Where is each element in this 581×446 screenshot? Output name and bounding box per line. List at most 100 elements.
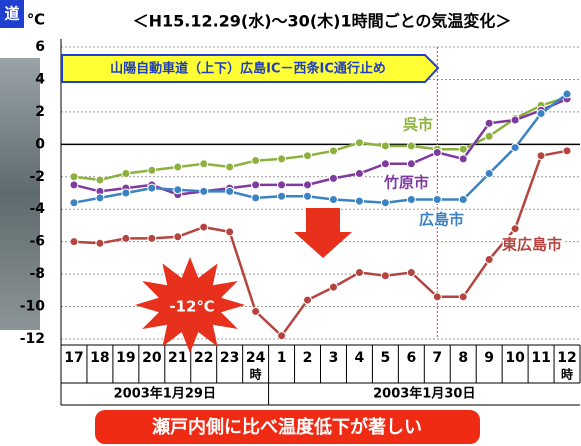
chart: 道 ℃ ＜H15.12.29(水)～30(木)1時間ごとの気温変化＞ 6 4 2 0 -… bbox=[0, 0, 581, 446]
hour-unit: 時 bbox=[250, 367, 262, 382]
point bbox=[355, 139, 363, 147]
point bbox=[70, 238, 78, 246]
y-tick-label: 0 bbox=[35, 136, 45, 152]
x-tick-label: 4 bbox=[355, 350, 365, 366]
hour-unit: 時 bbox=[561, 367, 573, 382]
point bbox=[304, 181, 312, 189]
series-line bbox=[74, 97, 567, 180]
point bbox=[381, 272, 389, 280]
x-tick-label: 18 bbox=[90, 350, 109, 366]
point bbox=[329, 147, 337, 155]
point bbox=[174, 186, 182, 194]
x-tick-label: 17 bbox=[64, 350, 83, 366]
low-label: -12℃ bbox=[169, 298, 214, 316]
point bbox=[278, 181, 286, 189]
chart-title: ＜H15.12.29(水)～30(木)1時間ごとの気温変化＞ bbox=[133, 12, 512, 31]
y-tick-label: -2 bbox=[29, 169, 45, 185]
point bbox=[174, 163, 182, 171]
date-group: 2003年1月29日 bbox=[114, 386, 216, 402]
point bbox=[122, 234, 130, 242]
x-tick-label: 23 bbox=[220, 350, 239, 366]
point bbox=[304, 192, 312, 200]
y-tick-label: -4 bbox=[29, 201, 45, 217]
point bbox=[407, 142, 415, 150]
y-tick-label: -12 bbox=[20, 331, 45, 347]
y-tick-label: -8 bbox=[29, 266, 45, 282]
x-tick-label: 24 bbox=[246, 350, 266, 366]
point bbox=[304, 296, 312, 304]
x-tick-label: 6 bbox=[406, 350, 416, 366]
y-tick-label: 4 bbox=[35, 71, 45, 87]
point bbox=[511, 144, 519, 152]
point bbox=[329, 174, 337, 182]
x-tick-label: 12 bbox=[557, 350, 576, 366]
point bbox=[70, 199, 78, 207]
point bbox=[511, 225, 519, 233]
point bbox=[407, 268, 415, 276]
point bbox=[485, 256, 493, 264]
point bbox=[407, 160, 415, 168]
x-tick-label: 5 bbox=[381, 350, 391, 366]
series-label: 東広島市 bbox=[502, 236, 562, 254]
point bbox=[122, 170, 130, 178]
point bbox=[433, 148, 441, 156]
point bbox=[459, 145, 467, 153]
point bbox=[252, 157, 260, 165]
point bbox=[511, 116, 519, 124]
x-tick-label: 22 bbox=[194, 350, 213, 366]
point bbox=[122, 189, 130, 197]
date-group: 2003年1月30日 bbox=[373, 386, 475, 402]
point bbox=[485, 132, 493, 140]
y-unit: ℃ bbox=[27, 11, 45, 29]
point bbox=[355, 170, 363, 178]
down-arrow bbox=[294, 208, 352, 258]
point bbox=[537, 152, 545, 160]
series-label: 呉市 bbox=[403, 116, 433, 134]
point bbox=[329, 283, 337, 291]
point bbox=[537, 110, 545, 118]
point bbox=[563, 147, 571, 155]
x-tick-label: 7 bbox=[432, 350, 442, 366]
point bbox=[278, 192, 286, 200]
point bbox=[433, 195, 441, 203]
photo bbox=[0, 58, 40, 330]
point bbox=[200, 223, 208, 231]
point bbox=[148, 184, 156, 192]
y-tick-label: -6 bbox=[29, 234, 45, 250]
point bbox=[252, 307, 260, 315]
point bbox=[226, 228, 234, 236]
point bbox=[278, 155, 286, 163]
x-tick-label: 1 bbox=[277, 350, 287, 366]
point bbox=[459, 293, 467, 301]
series-label: 広島市 bbox=[419, 211, 464, 229]
point bbox=[174, 233, 182, 241]
plot: 6420-2-4-6-8-10-121718192021222324時12345… bbox=[20, 39, 580, 405]
series-label: 竹原市 bbox=[383, 174, 429, 192]
footer-text: 瀬戸内側に比べ温度低下が著しい bbox=[152, 416, 422, 438]
point bbox=[329, 195, 337, 203]
point bbox=[304, 152, 312, 160]
banner-text: 山陽自動車道（上下）広島IC－西条IC通行止め bbox=[110, 61, 386, 77]
point bbox=[252, 181, 260, 189]
x-tick-label: 3 bbox=[329, 350, 339, 366]
series-line bbox=[74, 99, 567, 195]
x-tick-label: 2 bbox=[303, 350, 313, 366]
x-tick-label: 10 bbox=[505, 350, 525, 366]
point bbox=[200, 187, 208, 195]
point bbox=[381, 160, 389, 168]
x-tick-label: 21 bbox=[168, 350, 187, 366]
point bbox=[200, 160, 208, 168]
point bbox=[148, 166, 156, 174]
point bbox=[485, 119, 493, 127]
point bbox=[278, 332, 286, 340]
corner-label: 道 bbox=[4, 5, 19, 23]
point bbox=[226, 187, 234, 195]
x-tick-label: 19 bbox=[116, 350, 135, 366]
x-tick-label: 11 bbox=[531, 350, 550, 366]
point bbox=[459, 195, 467, 203]
point bbox=[485, 170, 493, 178]
point bbox=[355, 197, 363, 205]
point bbox=[148, 234, 156, 242]
x-tick-label: 8 bbox=[458, 350, 468, 366]
point bbox=[96, 176, 104, 184]
